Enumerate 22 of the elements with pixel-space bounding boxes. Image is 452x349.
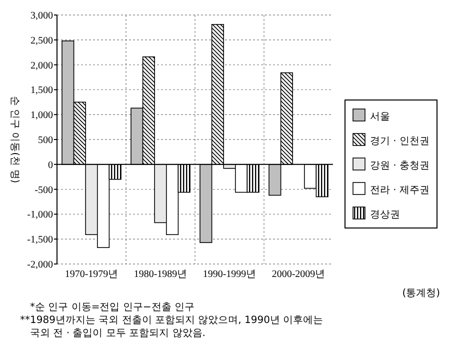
y-tick-label: 0: [48, 160, 53, 171]
x-tick-label: 1970-1979년: [64, 269, 118, 280]
y-tick-label: -500: [34, 184, 53, 196]
legend-label: 경기 · 인천권: [370, 136, 430, 147]
legend-label: 강원 · 충청권: [370, 160, 430, 172]
y-tick-label: -1,500: [27, 234, 53, 246]
x-tick-label: 1990-1999년: [202, 269, 256, 280]
legend-label: 경상권: [370, 210, 400, 220]
y-tick-label: -2,000: [27, 260, 53, 270]
legend-label: 전라 · 제주권: [370, 185, 430, 196]
x-tick-label: 2000-2009년: [272, 269, 326, 280]
x-tick-label: 1980-1989년: [134, 269, 188, 280]
y-tick-label: 2,000: [30, 60, 53, 72]
y-tick-label: 1,000: [30, 110, 53, 122]
y-tick-label: -1,000: [27, 210, 53, 221]
legend-label: 서울: [370, 112, 390, 122]
annotations: (통계청) *순 인구 이동=전입 인구−전출 인구 **1989년까지는 국외 전출이 포함되지 않았으며, 1990년 이후에는 국외 전 · 출입이 모두 포함되지 않았음.: [20, 288, 440, 339]
y-tick-label: 2,500: [30, 35, 53, 46]
y-axis-title: 순 인구 이동(천 명): [9, 96, 20, 184]
y-tick-label: 500: [38, 135, 53, 146]
y-tick-label: 3,000: [30, 10, 53, 22]
y-tick-label: 1,500: [30, 85, 53, 96]
